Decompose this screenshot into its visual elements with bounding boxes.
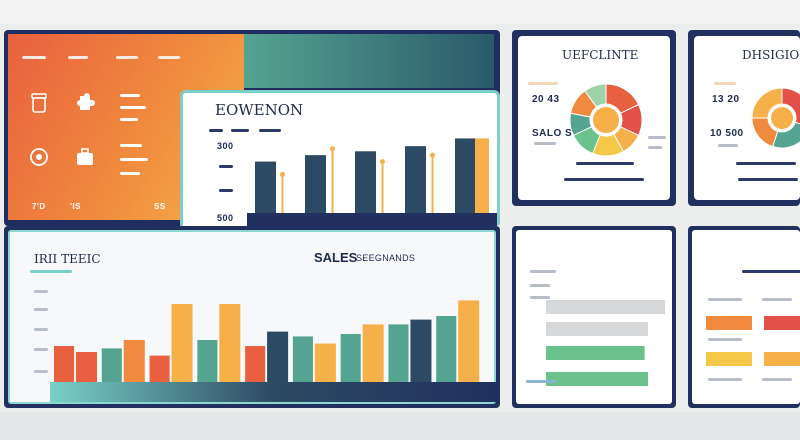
donut-panel-right[interactable]: DHSIGIOGS 13 20 10 500 (688, 30, 800, 206)
donut-right-center (771, 107, 793, 129)
table-cell-red (764, 316, 800, 330)
table-cell-orange (706, 316, 752, 330)
summary-label-1: 7'D (32, 202, 46, 211)
sales-subtitle: SEEGNANDS (356, 253, 416, 263)
sales-bar-b (123, 340, 145, 382)
tick-500: 500 (217, 213, 234, 223)
donut-left-center (593, 107, 619, 133)
donut-right-slice (751, 87, 783, 119)
sales-panel[interactable]: IRII TEEIC SALES SEEGNANDS (4, 226, 500, 408)
main-bar (405, 146, 426, 213)
progress-bar (546, 346, 645, 360)
sales-bar-a (245, 346, 266, 382)
main-bar (255, 161, 276, 213)
sales-bar-a (292, 336, 313, 382)
card-title: EOWENON (215, 101, 304, 119)
gradient-header (244, 34, 494, 88)
main-bar (305, 155, 326, 213)
donut-panel-left[interactable]: UEFCLINTE 20 43 SALO S (512, 30, 676, 206)
table-panel[interactable] (688, 226, 800, 408)
sales-bar-a (54, 346, 75, 382)
tick-300: 300 (217, 141, 234, 151)
donut-left-slice (584, 83, 607, 108)
table-cell-amber-2 (764, 352, 800, 366)
clock-icon (28, 146, 50, 168)
sales-bar-b (75, 352, 97, 382)
sales-bar-b (458, 300, 480, 382)
summary-label-2: 'IS (70, 202, 81, 211)
main-error-cap (430, 152, 435, 158)
main-error-cap (280, 171, 285, 177)
sales-bar-b (219, 304, 241, 382)
sales-bar-chart (54, 300, 480, 382)
eowenon-chart-card[interactable]: EOWENON 300 500 (180, 90, 500, 226)
sales-bar-b (410, 319, 432, 382)
sales-bar-a (436, 316, 457, 382)
donut-left-chart (569, 83, 643, 157)
donut-left-value-bottom: SALO S (532, 128, 573, 139)
sales-bar-a (149, 355, 170, 382)
table-cell-amber (706, 352, 752, 366)
bottom-strip (0, 412, 800, 440)
sales-bar-b (267, 331, 289, 382)
briefcase-icon (74, 146, 96, 168)
progress-panel[interactable] (512, 226, 676, 408)
sales-bar-b (171, 304, 193, 382)
donut-right-title: DHSIGIOGS (742, 48, 800, 62)
donut-left-value-top: 20 43 (532, 94, 560, 105)
sales-axis-band (50, 382, 496, 402)
progress-bars (546, 300, 665, 386)
summary-label-3: SS (154, 202, 166, 211)
progress-bar (546, 372, 648, 386)
progress-bar (546, 322, 648, 336)
progress-bar (546, 300, 665, 314)
main-error-cap (380, 159, 385, 165)
donut-left-title: UEFCLINTE (562, 48, 639, 62)
sales-bar-a (197, 340, 218, 382)
main-bar (455, 138, 476, 213)
sales-bar-b (314, 343, 336, 382)
donut-right-chart (751, 87, 800, 149)
sales-bar-a (340, 334, 361, 382)
top-strip (0, 0, 800, 24)
puzzle-icon (74, 92, 96, 114)
sales-left-title: IRII TEEIC (34, 252, 101, 266)
jar-icon (28, 92, 50, 114)
sales-bar-b (362, 324, 384, 382)
eowenon-bar-chart (255, 138, 489, 213)
sales-title: SALES (314, 250, 358, 265)
sales-bar-a (101, 348, 122, 382)
main-bar (355, 151, 376, 213)
main-error-cap (330, 146, 335, 152)
donut-right-value-bottom: 10 500 (710, 128, 744, 139)
sales-bar-a (388, 324, 409, 382)
donut-right-slice (781, 87, 800, 125)
main-bar-accent (475, 138, 489, 213)
overview-panel[interactable]: 7'D 'IS SS EOWENON 300 500 (4, 30, 500, 226)
donut-right-value-top: 13 20 (712, 94, 740, 105)
